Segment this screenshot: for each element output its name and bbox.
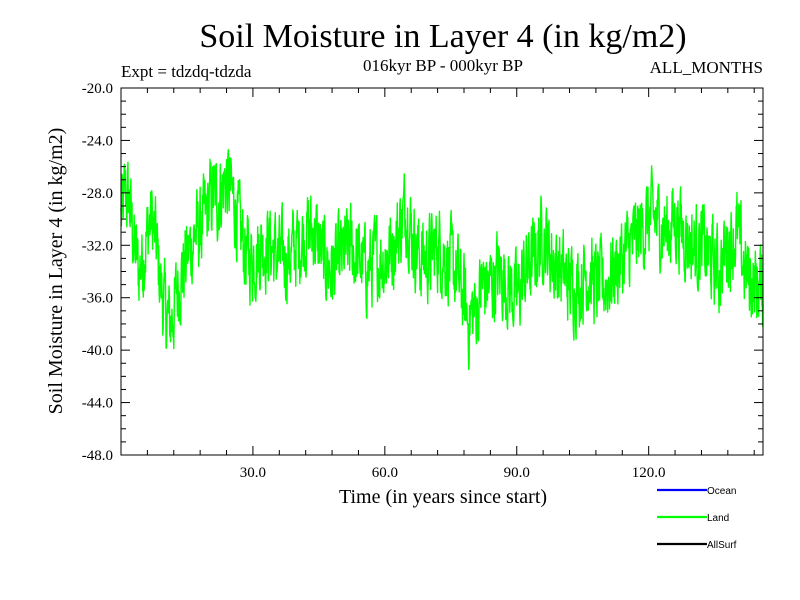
- series-line-land: [120, 148, 764, 371]
- subtitle-experiment: Expt = tdzdq-tdzda: [121, 62, 252, 81]
- y-tick-label: -20.0: [82, 81, 113, 97]
- x-tick-label: 60.0: [372, 465, 398, 481]
- x-tick-label: 90.0: [504, 465, 530, 481]
- y-tick-label: -36.0: [82, 291, 113, 307]
- y-axis-label: Soil Moisture in Layer 4 (in kg/m2): [45, 128, 67, 415]
- y-tick-label: -28.0: [82, 186, 113, 202]
- legend: Ocean Land AllSurf: [657, 486, 737, 551]
- y-tick-label: -44.0: [82, 396, 113, 412]
- y-tick-label: -40.0: [82, 343, 113, 359]
- legend-label-allsurf: AllSurf: [707, 540, 737, 551]
- x-tick-label: 120.0: [632, 465, 666, 481]
- chart-title: Soil Moisture in Layer 4 (in kg/m2): [199, 18, 686, 55]
- legend-label-ocean: Ocean: [707, 486, 736, 497]
- legend-label-land: Land: [707, 513, 729, 524]
- x-tick-label: 30.0: [240, 465, 266, 481]
- subtitle-months: ALL_MONTHS: [650, 58, 763, 77]
- subtitle-period: 016kyr BP - 000kyr BP: [363, 56, 523, 75]
- y-tick-label: -32.0: [82, 238, 113, 254]
- y-tick-label: -24.0: [82, 133, 113, 149]
- x-axis-label: Time (in years since start): [339, 486, 547, 508]
- y-tick-label: -48.0: [82, 448, 113, 464]
